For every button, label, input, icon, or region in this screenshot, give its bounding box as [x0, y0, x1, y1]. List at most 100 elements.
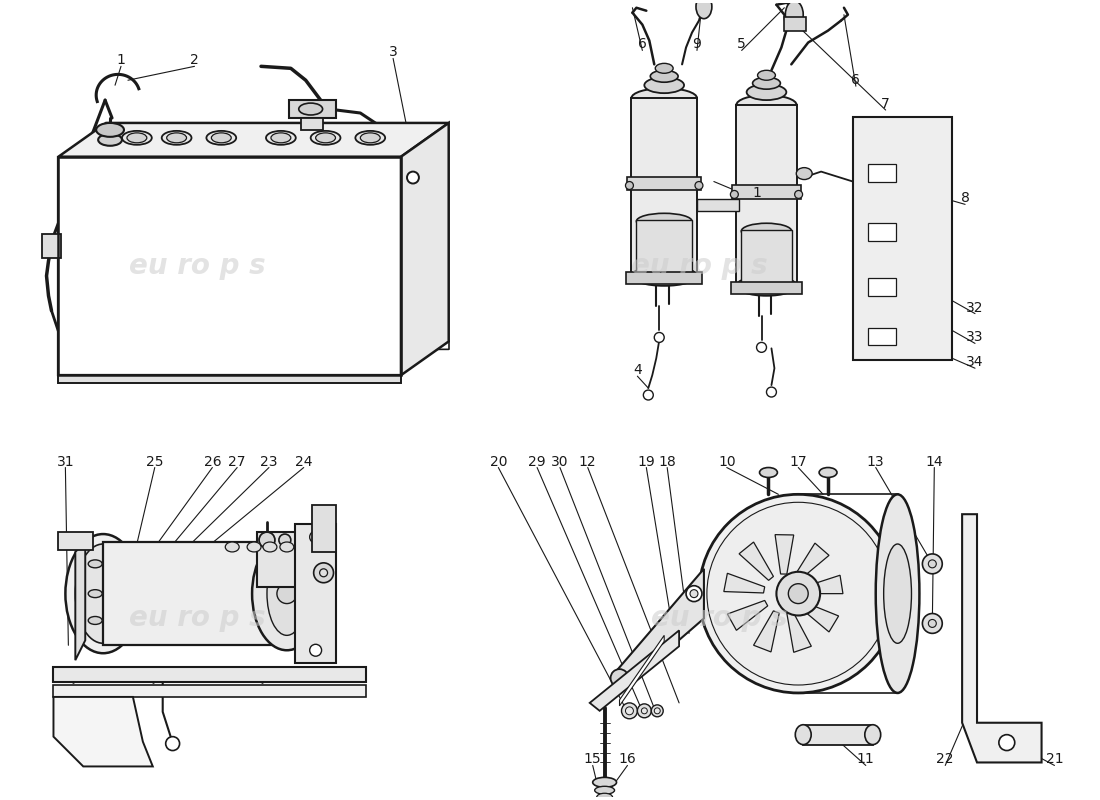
Ellipse shape [795, 725, 811, 745]
Ellipse shape [126, 133, 146, 142]
Circle shape [686, 586, 702, 602]
Text: 27: 27 [229, 454, 246, 469]
Circle shape [310, 531, 321, 543]
Ellipse shape [226, 542, 239, 552]
Ellipse shape [271, 133, 290, 142]
Bar [868, 164, 895, 182]
Text: 17: 17 [790, 454, 807, 469]
Circle shape [707, 502, 890, 685]
Circle shape [789, 584, 808, 603]
Bar [103, 542, 287, 646]
Ellipse shape [252, 537, 321, 650]
Bar [58, 157, 402, 375]
Text: 23: 23 [261, 454, 277, 469]
Text: 10: 10 [718, 454, 736, 469]
Ellipse shape [785, 1, 803, 29]
Polygon shape [54, 697, 153, 766]
Polygon shape [786, 611, 812, 652]
Circle shape [277, 584, 297, 603]
Text: 32: 32 [966, 301, 983, 314]
Text: 4: 4 [632, 363, 641, 378]
Bar [54, 685, 366, 697]
Circle shape [923, 614, 943, 634]
Ellipse shape [820, 467, 837, 478]
Bar [868, 327, 895, 346]
Polygon shape [619, 635, 664, 706]
Circle shape [258, 532, 275, 548]
Ellipse shape [65, 534, 141, 654]
Circle shape [654, 708, 660, 714]
Bar [58, 532, 94, 550]
Text: 6: 6 [638, 38, 647, 51]
Circle shape [654, 333, 664, 342]
Text: 34: 34 [966, 355, 983, 370]
Circle shape [320, 569, 328, 577]
Ellipse shape [865, 725, 881, 745]
Ellipse shape [759, 467, 778, 478]
Text: 14: 14 [925, 454, 943, 469]
Ellipse shape [696, 0, 712, 18]
Text: 26: 26 [204, 454, 221, 469]
Polygon shape [402, 123, 449, 375]
Bar [697, 199, 739, 211]
Bar [637, 220, 692, 278]
Ellipse shape [361, 133, 381, 142]
Bar [736, 105, 796, 286]
Polygon shape [739, 542, 773, 580]
Circle shape [730, 190, 738, 198]
Circle shape [621, 703, 637, 718]
Ellipse shape [299, 103, 322, 115]
Circle shape [296, 535, 306, 545]
Ellipse shape [736, 276, 796, 296]
Text: eu ro p s: eu ro p s [650, 605, 788, 633]
Ellipse shape [752, 78, 780, 89]
Circle shape [794, 190, 803, 198]
Bar [58, 157, 402, 375]
Bar [803, 725, 872, 745]
Circle shape [644, 390, 653, 400]
Polygon shape [962, 514, 1042, 762]
Ellipse shape [316, 133, 336, 142]
Ellipse shape [637, 214, 692, 229]
Circle shape [651, 705, 663, 717]
Ellipse shape [593, 778, 616, 787]
Text: 7: 7 [881, 97, 890, 111]
Bar [295, 524, 337, 663]
Text: 21: 21 [1046, 753, 1064, 766]
Circle shape [999, 734, 1014, 750]
Bar [289, 100, 337, 118]
Circle shape [695, 182, 703, 190]
Bar [627, 177, 701, 190]
Circle shape [637, 704, 651, 718]
Ellipse shape [167, 133, 187, 142]
Ellipse shape [595, 786, 615, 794]
Circle shape [757, 342, 767, 352]
Bar [631, 98, 697, 276]
Circle shape [610, 669, 628, 687]
Ellipse shape [741, 223, 792, 239]
Bar [54, 667, 366, 682]
Ellipse shape [631, 266, 697, 286]
Ellipse shape [310, 131, 341, 145]
Circle shape [777, 572, 821, 615]
Ellipse shape [650, 70, 678, 82]
Text: 33: 33 [966, 330, 983, 345]
Circle shape [314, 563, 333, 582]
Ellipse shape [279, 542, 294, 552]
Text: 31: 31 [56, 454, 74, 469]
Text: 6: 6 [851, 74, 860, 87]
Text: eu ro p s: eu ro p s [630, 252, 768, 280]
Bar [300, 118, 322, 130]
Ellipse shape [248, 542, 261, 552]
Polygon shape [724, 574, 764, 593]
Polygon shape [58, 123, 449, 157]
Polygon shape [754, 611, 779, 652]
Text: 25: 25 [146, 454, 164, 469]
Polygon shape [799, 601, 838, 632]
Text: 13: 13 [867, 454, 884, 469]
Ellipse shape [736, 95, 796, 115]
Text: 18: 18 [658, 454, 676, 469]
Circle shape [166, 737, 179, 750]
Polygon shape [852, 117, 953, 360]
Ellipse shape [207, 131, 236, 145]
